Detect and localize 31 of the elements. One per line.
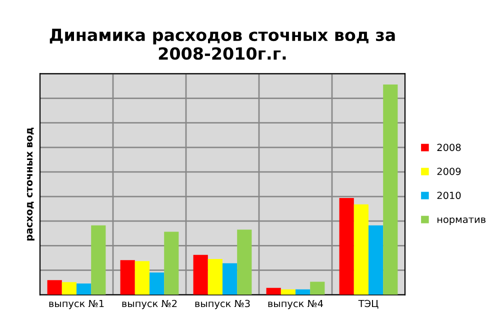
legend-label: 2010 <box>437 192 461 200</box>
bar <box>383 84 398 295</box>
legend-label: норматив <box>437 217 486 225</box>
bar <box>368 225 384 295</box>
x-tick-label: ТЭЦ <box>358 300 378 309</box>
bar <box>164 232 179 295</box>
bar <box>62 282 76 295</box>
bar <box>120 260 135 295</box>
legend-label: 2008 <box>437 144 461 152</box>
bar <box>296 289 310 295</box>
bar <box>150 272 164 295</box>
bar <box>339 198 354 295</box>
x-tick-label: выпуск №2 <box>122 300 177 310</box>
x-tick-label: выпуск №4 <box>268 300 324 310</box>
legend-label: 2009 <box>437 168 461 176</box>
bar <box>266 288 281 295</box>
x-tick-label: выпуск №1 <box>49 300 104 310</box>
bar <box>222 263 238 295</box>
bar <box>354 204 368 295</box>
bar <box>91 225 106 295</box>
x-tick-label: выпуск №3 <box>195 300 250 310</box>
bar <box>193 254 208 295</box>
bar <box>280 289 296 295</box>
bar <box>208 259 222 295</box>
bar <box>47 280 62 295</box>
y-axis-title: расход сточных вод <box>26 128 34 240</box>
bar <box>134 261 150 295</box>
chart-title: Динамика расходов сточных вод за 2008-2010г.г. <box>50 28 395 60</box>
bar <box>76 283 92 295</box>
bar <box>237 230 252 295</box>
bar <box>310 282 325 295</box>
